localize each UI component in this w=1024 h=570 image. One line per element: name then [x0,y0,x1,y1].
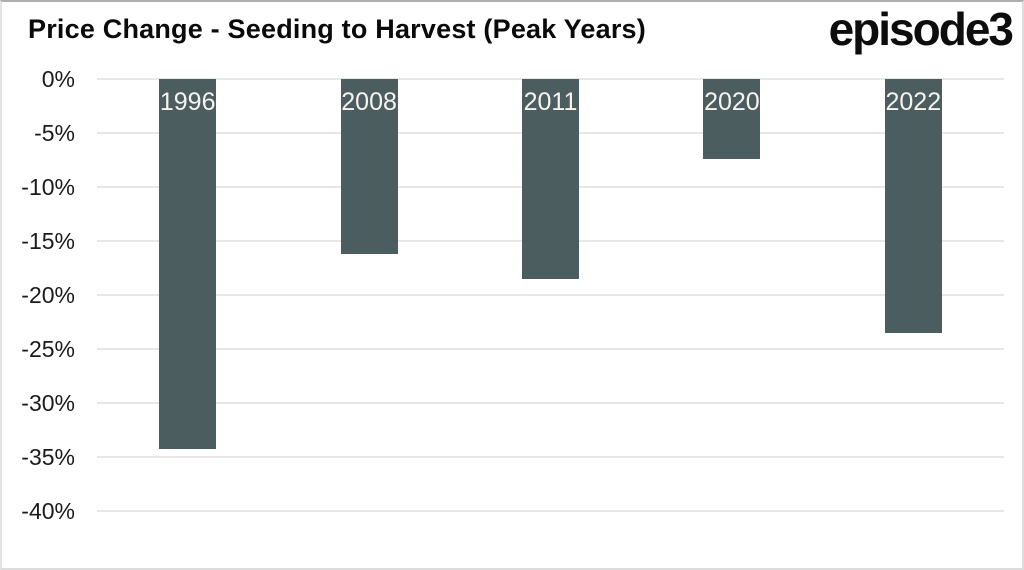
bar-year-label: 2011 [523,88,578,116]
y-axis-tick-label: 0% [41,66,75,92]
y-axis-tick-label: -30% [21,390,75,416]
y-axis-tick-label: -10% [21,174,75,200]
bar-2008: 2008 [340,79,398,254]
bar-1996: 1996 [159,79,217,450]
y-axis-tick-label: -35% [21,444,75,470]
y-axis-tick-label: -40% [21,498,75,524]
gridline [97,402,1004,404]
gridline [97,456,1004,458]
y-axis-tick-label: -20% [21,282,75,308]
gridline [97,348,1004,350]
y-axis-tick-label: -5% [34,120,75,146]
y-axis-tick-label: -25% [21,336,75,362]
bar-2022: 2022 [884,79,942,333]
bar-year-label: 1996 [159,88,216,116]
bar-year-label: 2020 [704,88,760,116]
bar-2020: 2020 [703,79,761,159]
bar-2011: 2011 [522,79,579,279]
gridline [97,294,1004,296]
chart-title: Price Change - Seeding to Harvest (Peak … [28,14,646,44]
bar-year-label: 2022 [885,88,942,116]
y-axis-tick-label: -15% [21,228,75,254]
bar-year-label: 2008 [341,88,397,116]
episode3-logo: episode3 [828,3,1014,55]
gridline [97,510,1004,512]
